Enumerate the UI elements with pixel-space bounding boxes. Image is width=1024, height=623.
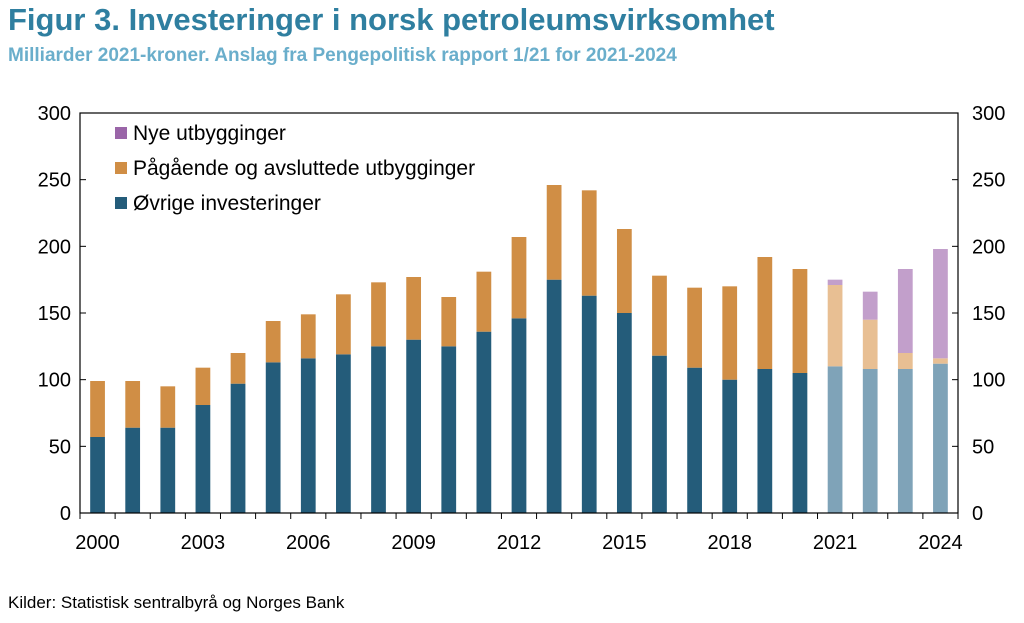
y-tick-label-right: 300 — [972, 103, 1005, 125]
y-tick-label-right: 250 — [972, 170, 1005, 192]
y-tick-label-left: 200 — [38, 236, 71, 258]
legend-swatch — [115, 162, 127, 174]
y-tick-label-right: 200 — [972, 236, 1005, 258]
bar-segment-2024-s1 — [933, 358, 948, 364]
y-tick-label-right: 50 — [972, 436, 994, 458]
legend-swatch — [115, 127, 127, 139]
bar-segment-2008-s1 — [371, 282, 386, 347]
bar-segment-2010-s1 — [441, 297, 457, 347]
bar-segment-2019-s1 — [757, 257, 773, 369]
bar-segment-2006-s1 — [300, 314, 316, 359]
bar-segment-2021-s0 — [827, 366, 843, 513]
x-axis: 2000 2003 2006 2009 2012 2015 2018 2021 2024 — [75, 513, 963, 554]
bar-segment-2017-s0 — [687, 367, 702, 513]
bar-segment-2023-s2 — [897, 269, 913, 353]
legend-label: Nye utbygginger — [133, 122, 286, 145]
chart-subtitle: Milliarder 2021-kroner. Anslag fra Penge… — [8, 45, 677, 66]
bar-segment-2022-s0 — [862, 369, 878, 513]
source-note: Kilder: Statistisk sentralbyrå og Norges… — [8, 593, 345, 612]
bar-segment-2024-s2 — [933, 249, 948, 359]
bar-segment-2003-s1 — [195, 367, 211, 405]
bar-segment-2013-s1 — [546, 185, 562, 280]
y-tick-label-left: 300 — [38, 103, 71, 125]
bar-segment-2023-s1 — [897, 353, 913, 369]
bar-segment-2014-s0 — [581, 295, 597, 513]
bar-segment-2010-s0 — [441, 346, 457, 513]
bar-segment-2014-s1 — [581, 190, 597, 296]
x-tick-label: 2000 — [75, 532, 120, 554]
y-tick-label-right: 150 — [972, 303, 1005, 325]
chart-title: Figur 3. Investeringer i norsk petroleum… — [8, 2, 775, 37]
bar-segment-2004-s1 — [230, 353, 246, 384]
bar-segment-2005-s0 — [265, 362, 281, 513]
bar-segment-2023-s0 — [897, 369, 913, 513]
bar-segment-2022-s1 — [862, 319, 878, 369]
bar-segment-2007-s1 — [336, 294, 351, 355]
bar-segment-2012-s0 — [511, 318, 527, 513]
x-tick-label: 2018 — [707, 532, 752, 554]
bar-segment-2004-s0 — [230, 383, 246, 513]
bar-segment-2011-s0 — [476, 331, 492, 513]
bar-segment-2005-s1 — [265, 321, 281, 363]
legend-swatch — [115, 197, 127, 209]
bar-segment-2022-s2 — [862, 291, 878, 320]
x-tick-label: 2012 — [497, 532, 542, 554]
bar-segment-2021-s1 — [827, 285, 843, 367]
bar-segment-2007-s0 — [336, 354, 351, 513]
y-tick-label-right: 100 — [972, 370, 1005, 392]
y-axis-left: 0 50 100 150 200 250 300 — [38, 103, 86, 525]
x-tick-label: 2024 — [918, 532, 963, 554]
stacked-bar-chart: 0 50 100 150 200 250 300 0 50 100 150 200 250 300 20… — [38, 103, 1006, 554]
bar-segment-2019-s0 — [757, 369, 773, 513]
bar-segment-2011-s1 — [476, 271, 492, 332]
y-tick-label-left: 100 — [38, 370, 71, 392]
bar-segment-2001-s1 — [125, 381, 141, 428]
y-tick-label-left: 0 — [60, 503, 71, 525]
bar-segment-2002-s1 — [160, 386, 176, 428]
bar-segment-2015-s1 — [616, 229, 632, 313]
legend-label: Pågående og avsluttede utbygginger — [133, 157, 475, 180]
bar-segment-2020-s0 — [792, 373, 808, 513]
bars-layer — [90, 185, 948, 513]
x-tick-label: 2009 — [391, 532, 436, 554]
y-tick-label-left: 250 — [38, 170, 71, 192]
x-tick-label: 2006 — [286, 532, 331, 554]
bar-segment-2003-s0 — [195, 405, 211, 513]
legend-label: Øvrige investeringer — [133, 192, 321, 215]
bar-segment-2016-s1 — [652, 275, 667, 356]
bar-segment-2000-s1 — [90, 381, 105, 437]
bar-segment-2002-s0 — [160, 427, 176, 513]
bar-segment-2021-s2 — [827, 279, 843, 285]
x-tick-label: 2021 — [813, 532, 858, 554]
bar-segment-2009-s1 — [406, 277, 422, 340]
bar-segment-2013-s0 — [546, 279, 562, 513]
bar-segment-2018-s1 — [722, 286, 738, 380]
x-tick-label: 2003 — [181, 532, 226, 554]
y-tick-label-right: 0 — [972, 503, 983, 525]
bar-segment-2012-s1 — [511, 237, 527, 319]
y-tick-label-left: 150 — [38, 303, 71, 325]
bar-segment-2024-s0 — [933, 363, 948, 513]
x-tick-label: 2015 — [602, 532, 647, 554]
y-axis-right: 0 50 100 150 200 250 300 — [952, 103, 1005, 525]
bar-segment-2009-s0 — [406, 339, 422, 513]
bar-segment-2006-s0 — [300, 358, 316, 513]
bar-segment-2000-s0 — [90, 437, 105, 513]
bar-segment-2008-s0 — [371, 346, 386, 513]
legend: Nye utbygginger Pågående og avsluttede ut… — [115, 122, 475, 215]
bar-segment-2017-s1 — [687, 287, 702, 368]
bar-segment-2016-s0 — [652, 355, 667, 513]
bar-segment-2001-s0 — [125, 427, 141, 513]
bar-segment-2015-s0 — [616, 313, 632, 513]
bar-segment-2018-s0 — [722, 379, 738, 513]
y-tick-label-left: 50 — [49, 436, 71, 458]
bar-segment-2020-s1 — [792, 269, 808, 373]
